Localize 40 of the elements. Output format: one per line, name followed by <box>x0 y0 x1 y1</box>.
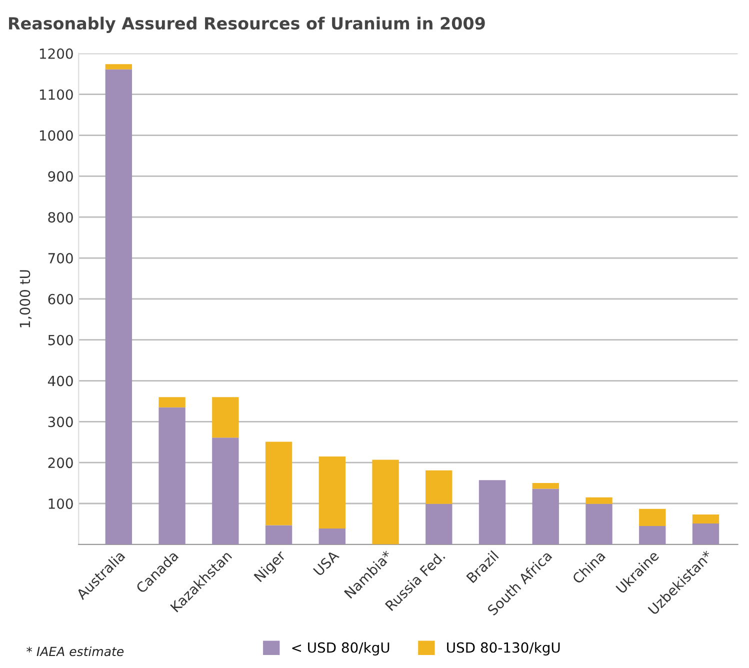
y-tick-label: 600 <box>48 294 73 304</box>
legend-label: < USD 80/kgU <box>292 642 390 656</box>
bar <box>372 460 399 544</box>
y-tick-label: 100 <box>48 498 73 509</box>
bar <box>158 407 186 544</box>
bar <box>586 504 612 544</box>
x-tick-label: USA <box>312 550 340 576</box>
bar <box>586 497 612 504</box>
y-tick-label: 800 <box>48 212 73 223</box>
y-tick-label: 1000 <box>40 130 73 141</box>
y-axis-title: 1,000 tU <box>20 270 32 328</box>
bar <box>692 514 720 524</box>
bar <box>265 525 292 544</box>
bar <box>212 397 239 438</box>
bar <box>532 483 559 489</box>
bar <box>426 504 452 544</box>
bar <box>105 64 132 70</box>
y-tick-label: 1200 <box>40 48 73 59</box>
y-tick-label: 200 <box>48 458 73 468</box>
bar <box>318 456 346 528</box>
bar <box>105 69 132 544</box>
bar <box>639 526 666 544</box>
text: * IAEA estimate <box>26 646 124 656</box>
bar <box>478 480 506 544</box>
bar <box>158 397 186 408</box>
bar <box>639 508 666 526</box>
y-tick-label: 900 <box>48 171 73 182</box>
bar <box>532 488 559 544</box>
chart-title: Reasonably Assured Resources of Uranium in 2009 <box>9 16 485 33</box>
y-tick-label: 400 <box>48 376 73 386</box>
bar <box>426 470 452 504</box>
bar <box>318 528 346 544</box>
y-tick-label: 500 <box>48 334 73 346</box>
bar <box>692 524 720 544</box>
bar <box>212 438 239 544</box>
y-tick-label: 1100 <box>40 89 73 100</box>
bar <box>265 442 292 526</box>
y-tick-label: 300 <box>48 416 73 428</box>
legend-label: USD 80-130/kgU <box>447 642 560 656</box>
y-tick-label: 700 <box>48 252 73 264</box>
